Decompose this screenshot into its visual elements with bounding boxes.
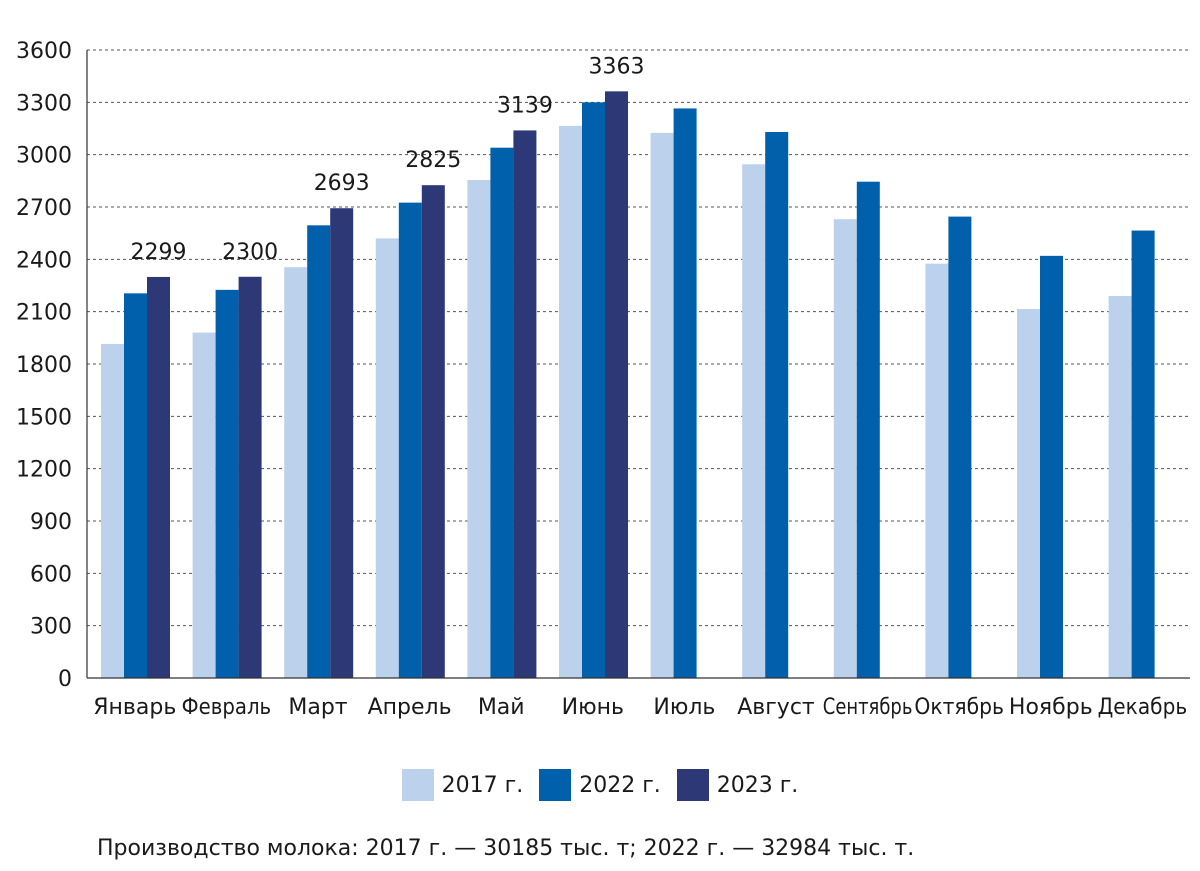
x-tick-label: Апрель [368, 695, 452, 720]
x-tick-label: Октябрь [914, 695, 1004, 720]
bar-2017г-11 [1017, 309, 1040, 678]
bar-2022г-10 [948, 216, 972, 678]
y-tick-label: 600 [30, 562, 72, 587]
bar-2017г-5 [467, 179, 491, 678]
bar-2022г-1 [124, 293, 147, 678]
legend: 2017 г. 2022 г. 2023 г. [0, 768, 1200, 802]
y-tick-label: 1500 [16, 405, 72, 430]
bar-2022г-6 [582, 102, 605, 679]
legend-item: 2023 г. [676, 769, 799, 801]
y-tick-label: 0 [58, 667, 72, 692]
x-tick-label: Июль [653, 695, 715, 720]
x-axis-ticks: Январь Февраль Март Апрель Май Июнь Июль Август… [93, 695, 1187, 720]
legend-label: 2022 г. [579, 772, 661, 798]
bar-2017г-7 [650, 132, 674, 679]
bars [101, 91, 1155, 679]
y-tick-label: 2700 [16, 196, 72, 221]
bar-2023г-2 [238, 276, 262, 678]
bar-2017г-12 [1108, 295, 1132, 678]
x-tick-label: Январь [93, 695, 176, 720]
y-tick-label: 300 [30, 615, 72, 640]
y-tick-label: 1800 [16, 353, 72, 378]
legend-item: 2022 г. [539, 769, 661, 801]
y-tick-label: 2100 [16, 301, 72, 326]
bar-2022г-12 [1131, 230, 1155, 679]
data-label: 2299 [131, 240, 187, 265]
x-tick-label: Февраль [182, 695, 272, 720]
x-tick-label: Ноябрь [1009, 695, 1093, 720]
bar-chart: 0 300 600 900 1200 1500 1800 2100 2400 2700 3000 33… [16, 39, 1190, 720]
bar-2017г-4 [375, 238, 399, 678]
bar-2017г-2 [192, 332, 216, 678]
bar-2023г-1 [147, 276, 170, 678]
bar-2022г-8 [765, 131, 789, 678]
x-tick-label: Май [478, 695, 525, 720]
bar-2022г-2 [215, 289, 239, 678]
bar-2017г-8 [742, 164, 766, 678]
bar-2017г-9 [833, 219, 857, 678]
bar-2022г-3 [307, 225, 331, 679]
data-label: 2825 [405, 148, 461, 173]
y-tick-label: 900 [30, 510, 72, 535]
bar-2023г-6 [605, 91, 628, 679]
bar-2017г-10 [925, 263, 949, 678]
bar-2022г-7 [673, 108, 697, 678]
bar-2022г-4 [398, 202, 422, 678]
bar-2022г-9 [856, 181, 880, 678]
legend-swatch [539, 769, 572, 801]
x-tick-label: Декабрь [1098, 695, 1188, 720]
y-axis-ticks: 0 300 600 900 1200 1500 1800 2100 2400 2700 3000 33… [16, 39, 72, 692]
bar-2017г-3 [284, 267, 308, 678]
bar-2022г-11 [1040, 255, 1063, 678]
legend-swatch [676, 769, 709, 801]
y-tick-label: 3600 [16, 39, 72, 64]
y-tick-label: 3000 [16, 144, 72, 169]
legend-label: 2017 г. [441, 772, 524, 798]
data-label: 3139 [497, 93, 553, 118]
data-labels: 2299 2300 2693 2825 3139 3363 [131, 54, 645, 265]
bar-2022г-5 [490, 147, 514, 678]
x-tick-label: Август [737, 695, 815, 720]
bar-2017г-6 [559, 125, 582, 679]
gridlines [87, 49, 1190, 627]
x-tick-label: Март [288, 695, 347, 720]
x-tick-label: Сентябрь [823, 695, 913, 720]
y-tick-label: 3300 [16, 91, 72, 116]
legend-swatch [401, 769, 434, 801]
data-label: 2693 [314, 171, 370, 196]
bar-2023г-3 [330, 208, 354, 678]
data-label: 3363 [589, 54, 645, 79]
bar-2023г-5 [513, 130, 537, 678]
legend-item: 2017 г. [401, 769, 524, 801]
bar-2017г-1 [101, 343, 124, 678]
footnote: Производство молока: 2017 г. — 30185 тыс… [97, 836, 915, 861]
legend-label: 2023 г. [716, 772, 799, 798]
data-label: 2300 [222, 240, 278, 265]
bar-2023г-4 [421, 185, 445, 678]
x-tick-label: Июнь [562, 695, 624, 720]
y-tick-label: 1200 [16, 458, 72, 483]
y-tick-label: 2400 [16, 248, 72, 273]
